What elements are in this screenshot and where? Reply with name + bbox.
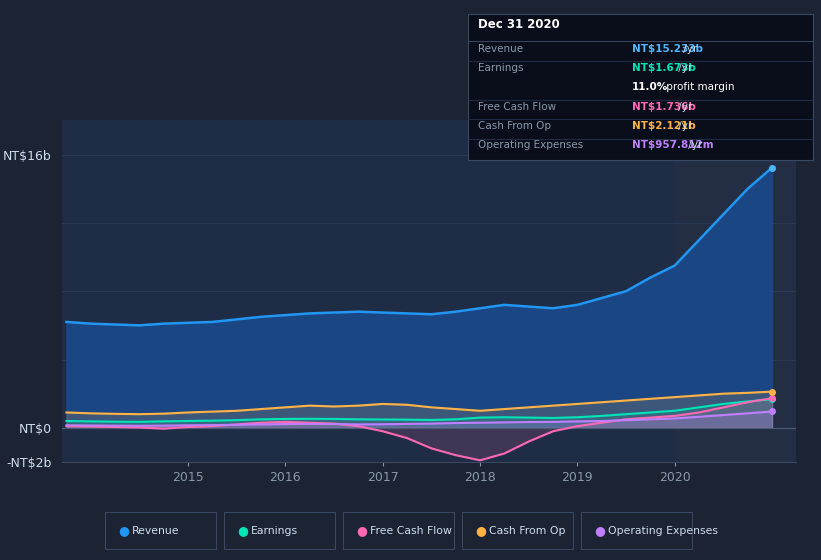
Text: NT$1.673b: NT$1.673b [632,63,696,73]
Text: Cash From Op: Cash From Op [478,121,551,131]
Text: ●: ● [237,524,248,537]
Text: /yr: /yr [680,44,697,54]
Text: Operating Expenses: Operating Expenses [608,526,718,535]
Text: Free Cash Flow: Free Cash Flow [370,526,452,535]
Text: Free Cash Flow: Free Cash Flow [478,102,556,111]
Text: Revenue: Revenue [478,44,523,54]
Text: ●: ● [594,524,605,537]
Text: Cash From Op: Cash From Op [489,526,566,535]
Text: ●: ● [356,524,367,537]
Text: Operating Expenses: Operating Expenses [478,141,583,150]
Bar [675,120,796,462]
Text: /yr: /yr [685,141,702,150]
Text: Earnings: Earnings [478,63,523,73]
Text: Earnings: Earnings [251,526,298,535]
Text: NT$957.812m: NT$957.812m [632,141,713,150]
Text: Dec 31 2020: Dec 31 2020 [478,18,560,31]
Text: NT$15.233b: NT$15.233b [632,44,703,54]
Text: profit margin: profit margin [663,82,735,92]
Text: ●: ● [475,524,486,537]
Text: 11.0%: 11.0% [632,82,668,92]
Text: NT$2.121b: NT$2.121b [632,121,696,131]
Text: /yr: /yr [675,121,692,131]
Text: NT$1.736b: NT$1.736b [632,102,696,111]
Text: ●: ● [118,524,129,537]
Text: Revenue: Revenue [132,526,179,535]
Text: /yr: /yr [675,63,692,73]
Text: /yr: /yr [675,102,692,111]
